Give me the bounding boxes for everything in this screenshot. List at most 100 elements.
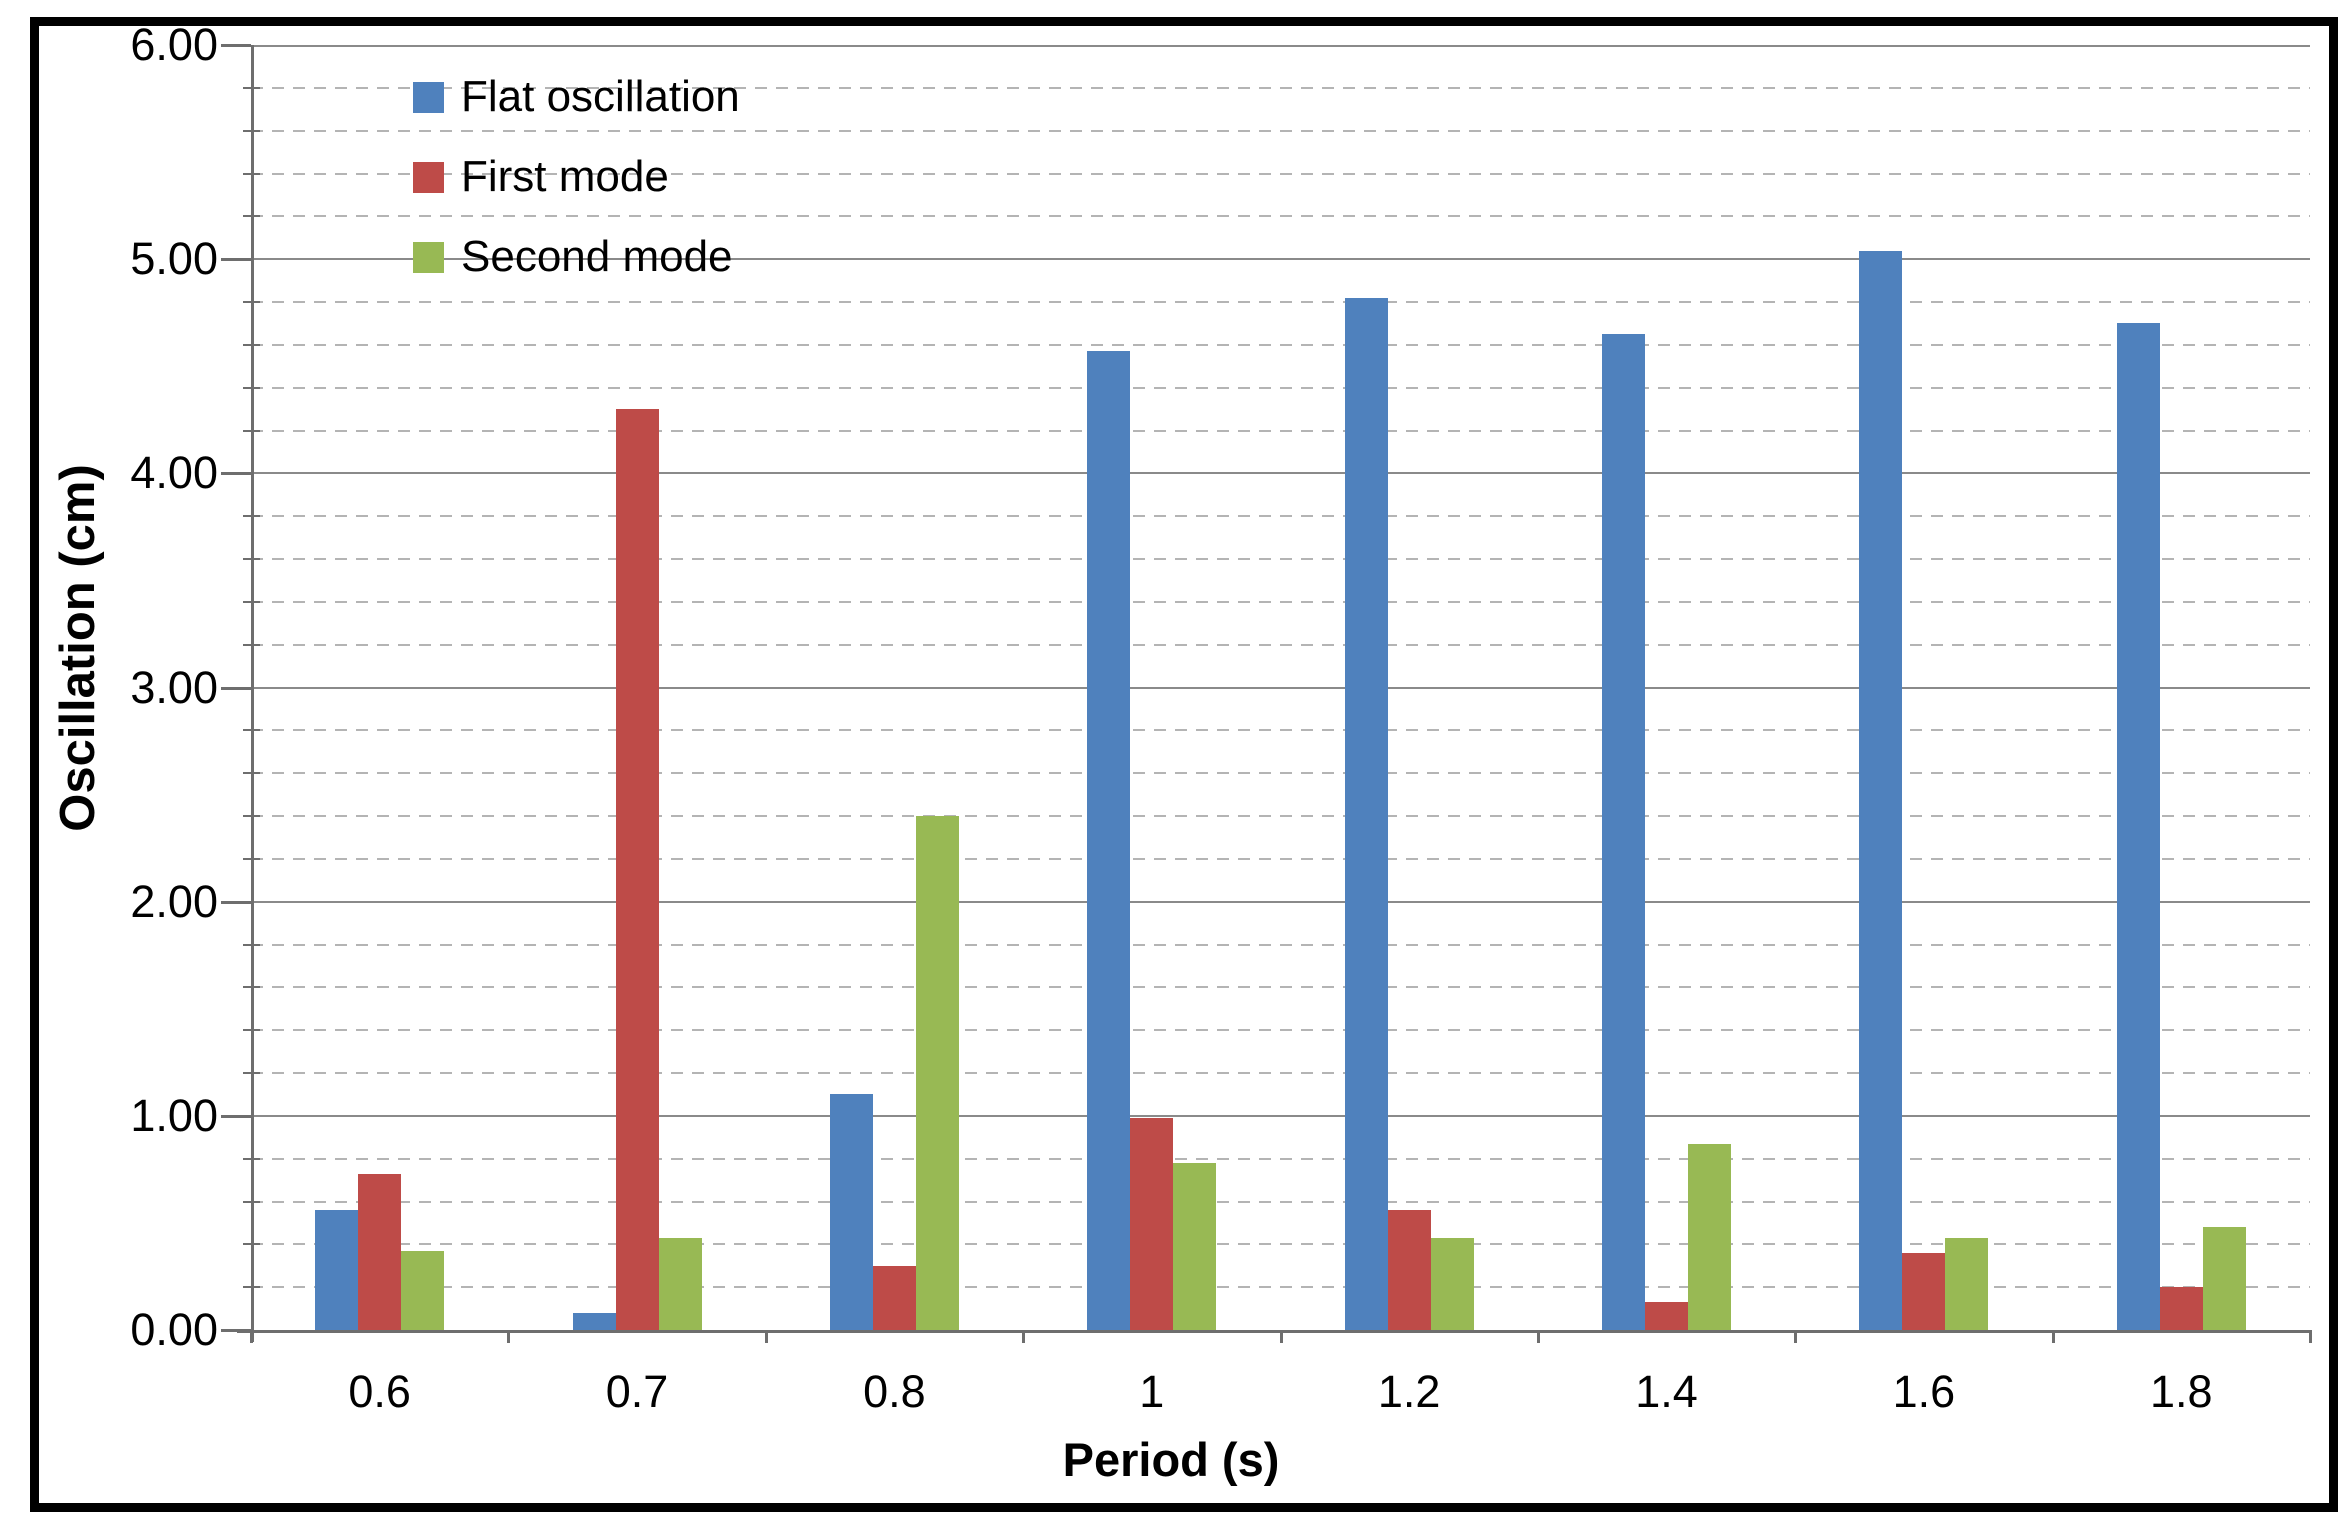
bar-first-mode-0.8 (872, 1265, 916, 1330)
x-boundary-tick (1022, 1330, 1026, 1343)
bar-first-mode-1 (1130, 1117, 1174, 1330)
y-major-tick (221, 900, 251, 904)
x-tick-label: 1 (1139, 1366, 1165, 1417)
y-tick-label: 4.00 (130, 447, 218, 499)
y-major-tick (221, 1329, 251, 1332)
minor-gridline (251, 1200, 2310, 1203)
bar-second-mode-1.8 (2202, 1227, 2246, 1330)
bar-first-mode-0.7 (615, 409, 659, 1330)
x-tick-label: 1.4 (1635, 1366, 1698, 1417)
bar-flat-oscillation-0.7 (572, 1312, 616, 1330)
bar-second-mode-1.2 (1430, 1237, 1474, 1330)
legend-item-flat-oscillation: Flat oscillation (413, 72, 740, 121)
legend-label: Flat oscillation (461, 72, 740, 121)
bar-second-mode-1.4 (1688, 1143, 1732, 1330)
x-tick-label: 0.6 (348, 1366, 411, 1417)
x-axis-title: Period (s) (1062, 1433, 1280, 1486)
minor-gridline (251, 515, 2310, 518)
bar-first-mode-1.4 (1645, 1302, 1689, 1330)
y-axis-line (251, 45, 254, 1342)
bar-first-mode-0.6 (358, 1173, 402, 1330)
bar-flat-oscillation-1.2 (1344, 297, 1388, 1330)
minor-gridline (251, 172, 2310, 175)
bar-first-mode-1.6 (1902, 1252, 1946, 1330)
y-tick-label: 2.00 (130, 875, 218, 927)
x-boundary-tick (507, 1330, 511, 1343)
bar-flat-oscillation-1 (1087, 351, 1131, 1330)
bar-flat-oscillation-0.8 (829, 1094, 873, 1330)
minor-gridline (251, 1029, 2310, 1032)
legend-swatch-icon (413, 241, 444, 273)
y-tick-label: 3.00 (130, 661, 218, 713)
major-gridline (251, 45, 2310, 47)
legend-swatch-icon (413, 161, 444, 193)
bar-second-mode-1 (1173, 1162, 1217, 1330)
legend-swatch-icon (413, 81, 444, 113)
major-gridline (251, 900, 2310, 903)
major-gridline (251, 1114, 2310, 1117)
y-tick-label: 5.00 (130, 233, 218, 285)
legend-label: Second mode (461, 232, 733, 281)
minor-gridline (251, 729, 2310, 732)
minor-gridline (251, 815, 2310, 817)
y-tick-label: 1.00 (130, 1089, 218, 1141)
legend-item-first-mode: First mode (413, 152, 740, 201)
minor-gridline (251, 1286, 2310, 1289)
y-major-tick (221, 44, 251, 47)
bar-second-mode-0.8 (915, 816, 959, 1330)
minor-gridline (251, 643, 2310, 646)
x-tick-label: 1.6 (1892, 1366, 1956, 1417)
x-boundary-tick (250, 1330, 253, 1343)
y-major-tick (221, 472, 251, 476)
x-boundary-tick (1536, 1330, 1540, 1343)
minor-gridline (251, 1157, 2310, 1160)
y-tick-label: 0.00 (130, 1304, 218, 1355)
legend: Flat oscillation First mode Second mode (413, 72, 740, 320)
minor-gridline (251, 1243, 2310, 1246)
minor-gridline (251, 986, 2310, 989)
minor-gridline (251, 86, 2310, 89)
x-tick-label: 1.2 (1377, 1366, 1441, 1417)
y-axis-title: Oscillation (cm) (51, 464, 105, 832)
minor-gridline (251, 943, 2310, 946)
major-gridline (251, 686, 2310, 689)
x-boundary-tick (764, 1330, 768, 1343)
minor-gridline (251, 215, 2310, 218)
minor-gridline (251, 129, 2310, 132)
x-tick-label: 0.7 (605, 1366, 669, 1417)
major-gridline (251, 472, 2310, 475)
x-boundary-tick (2051, 1330, 2055, 1343)
bar-flat-oscillation-1.6 (1859, 250, 1903, 1330)
y-major-tick (221, 686, 251, 690)
bar-first-mode-1.2 (1387, 1210, 1431, 1330)
minor-gridline (251, 301, 2310, 303)
x-tick-label: 0.8 (863, 1366, 926, 1417)
x-boundary-tick (1279, 1330, 1283, 1343)
bar-second-mode-0.6 (401, 1250, 445, 1330)
legend-label: First mode (461, 152, 669, 201)
bar-flat-oscillation-1.4 (1602, 334, 1646, 1330)
x-boundary-tick (2309, 1330, 2312, 1343)
y-major-tick (221, 258, 251, 262)
bar-flat-oscillation-0.6 (315, 1210, 359, 1330)
minor-gridline (251, 857, 2310, 860)
bar-second-mode-0.7 (658, 1237, 702, 1330)
bar-second-mode-1.6 (1945, 1237, 1989, 1330)
minor-gridline (251, 343, 2310, 346)
y-tick-label: 6.00 (130, 19, 218, 70)
bar-first-mode-1.8 (2159, 1287, 2203, 1330)
x-axis-line (237, 1330, 2310, 1333)
x-boundary-tick (1794, 1330, 1798, 1343)
minor-gridline (251, 429, 2310, 432)
minor-gridline (251, 558, 2310, 560)
bar-flat-oscillation-1.8 (2116, 323, 2160, 1330)
minor-gridline (251, 772, 2310, 775)
x-tick-label: 1.8 (2150, 1366, 2213, 1417)
major-gridline (251, 258, 2310, 261)
minor-gridline (251, 600, 2310, 603)
minor-gridline (251, 1072, 2310, 1074)
minor-gridline (251, 386, 2310, 389)
plot-area (251, 45, 2310, 1330)
y-major-tick (221, 1114, 251, 1118)
